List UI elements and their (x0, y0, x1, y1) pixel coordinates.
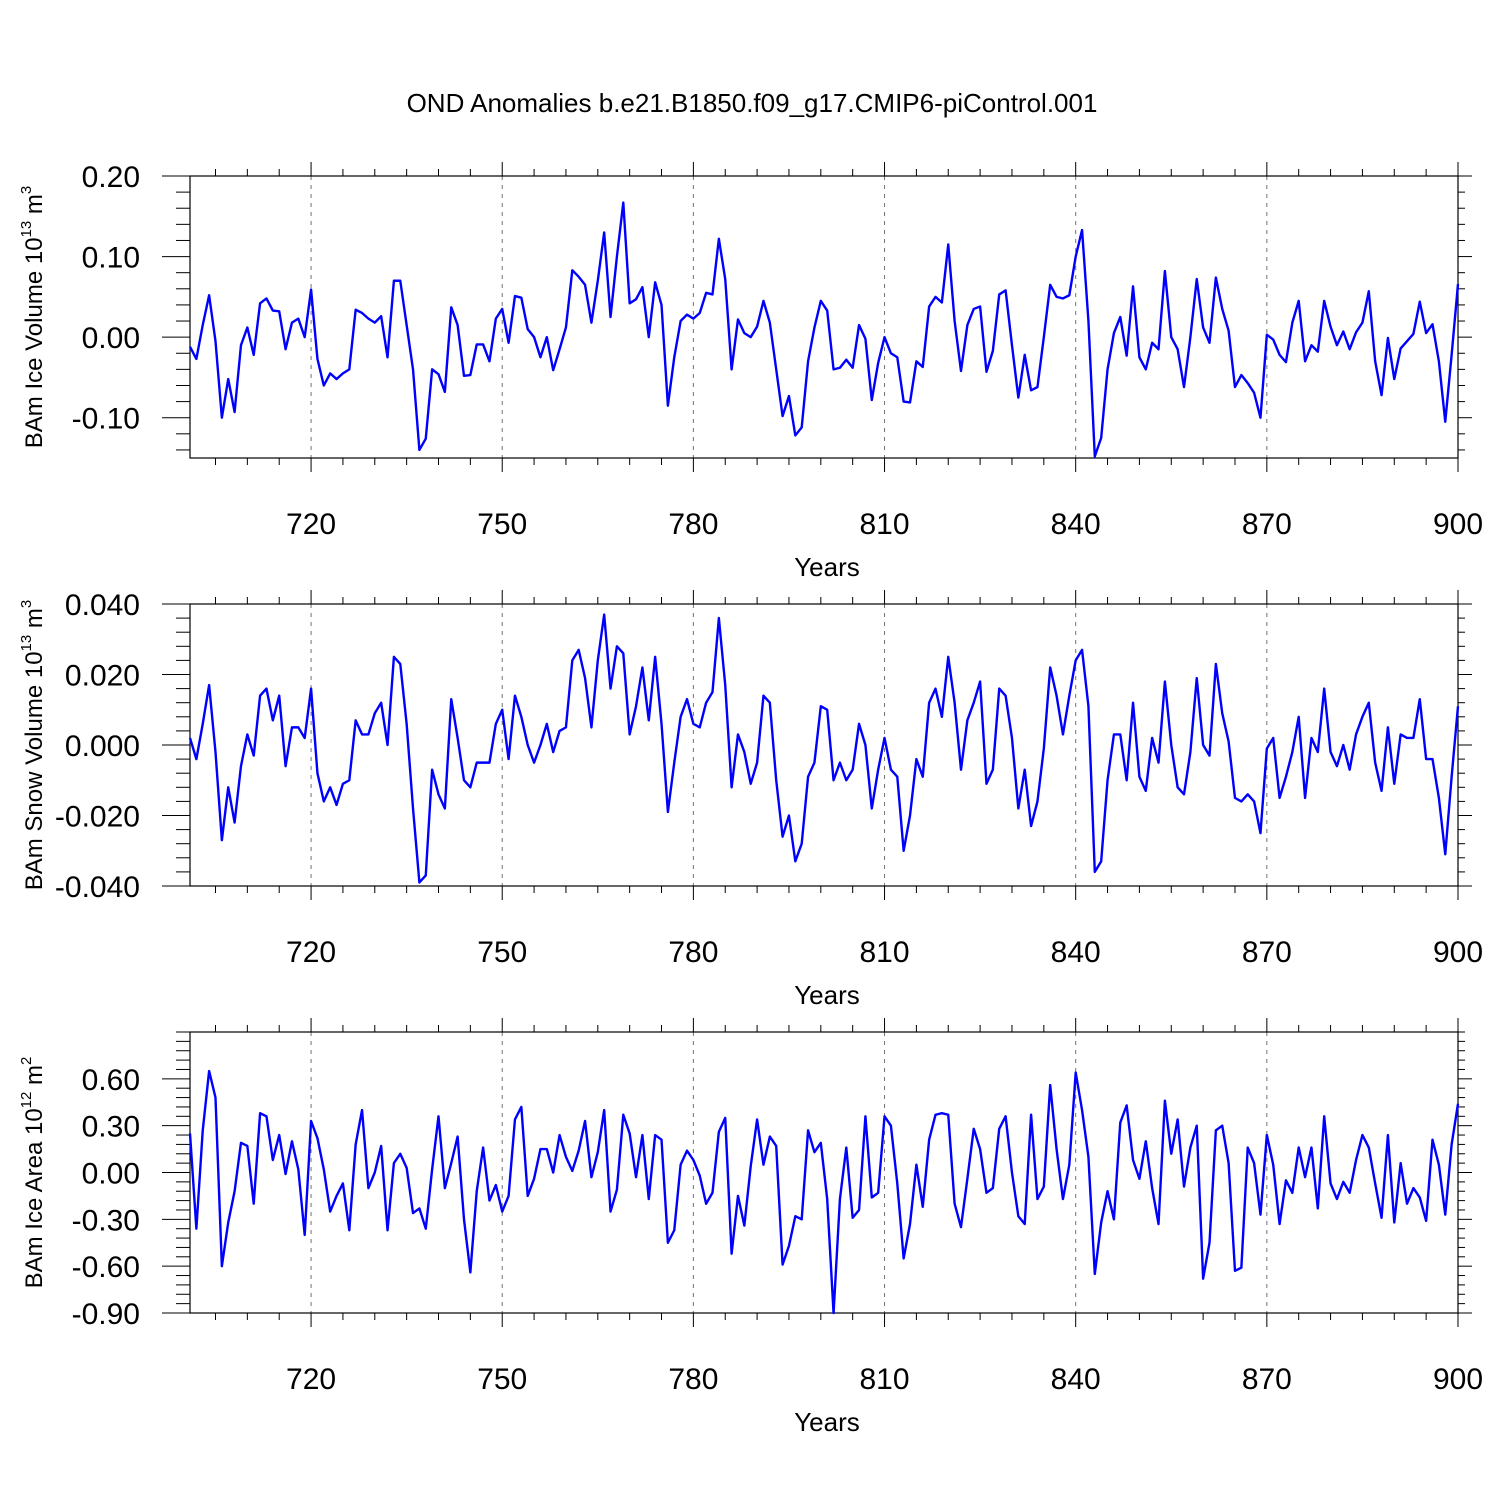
x-tick-label: 870 (1242, 1363, 1292, 1396)
x-tick-label: 750 (477, 508, 527, 541)
y-tick-label: 0.20 (82, 161, 140, 194)
y-tick-label: -0.040 (55, 871, 140, 904)
x-tick-label: 840 (1051, 508, 1101, 541)
panel-1: 720 750 780 810 840 870 900 -0.10 0.00 0.10 0.20 Ye… (18, 161, 1483, 582)
y-tick-label: -0.020 (55, 801, 140, 834)
x-tick-label: 750 (477, 1363, 527, 1396)
panel-3: 720 750 780 810 840 870 900 -0.90 -0.60 -0.30 0.00… (18, 1018, 1483, 1437)
x-tick-label: 720 (286, 508, 336, 541)
plot-frame (189, 175, 1459, 459)
x-tick-label: 810 (860, 1363, 910, 1396)
x-axis-label: Years (794, 980, 860, 1010)
x-tick-label: 870 (1242, 508, 1292, 541)
x-tick-label: 900 (1433, 936, 1483, 969)
y-axis-label: BAm Ice Volume 1013 m3 (18, 186, 48, 448)
chart-title: OND Anomalies b.e21.B1850.f09_g17.CMIP6-… (407, 88, 1098, 118)
x-tick-label: 870 (1242, 936, 1292, 969)
y-tick-label: 0.30 (82, 1111, 140, 1144)
y-tick-label: 0.10 (82, 242, 140, 275)
series-line (188, 201, 1460, 458)
x-axis-label: Years (794, 1407, 860, 1437)
y-tick-label: 0.60 (82, 1064, 140, 1097)
x-tick-label: 780 (668, 936, 718, 969)
x-tick-label: 750 (477, 936, 527, 969)
panel-2: 720 750 780 810 840 870 900 -0.040 -0.020 0.000 0.… (18, 589, 1483, 1010)
x-tick-label: 900 (1433, 1363, 1483, 1396)
y-tick-label: -0.10 (72, 403, 140, 436)
y-tick-label: -0.90 (72, 1298, 140, 1331)
x-tick-label: 810 (860, 508, 910, 541)
x-tick-label: 780 (668, 1363, 718, 1396)
x-tick-label: 900 (1433, 508, 1483, 541)
x-axis-label: Years (794, 552, 860, 582)
y-tick-label: -0.60 (72, 1251, 140, 1284)
x-tick-label: 720 (286, 1363, 336, 1396)
x-tick-label: 720 (286, 936, 336, 969)
y-tick-label: -0.30 (72, 1204, 140, 1237)
x-tick-label: 840 (1051, 936, 1101, 969)
y-tick-label: 0.000 (65, 730, 140, 763)
y-tick-label: 0.020 (65, 660, 140, 693)
x-tick-label: 780 (668, 508, 718, 541)
series-line (188, 1069, 1460, 1315)
y-tick-label: 0.00 (82, 322, 140, 355)
series-line (188, 613, 1460, 884)
y-tick-label: 0.00 (82, 1158, 140, 1191)
x-tick-label: 840 (1051, 1363, 1101, 1396)
y-tick-label: 0.040 (65, 589, 140, 622)
x-tick-label: 810 (860, 936, 910, 969)
y-axis-label: BAm Snow Volume 1013 m3 (18, 600, 48, 891)
y-axis-label: BAm Ice Area 1012 m2 (18, 1057, 48, 1289)
